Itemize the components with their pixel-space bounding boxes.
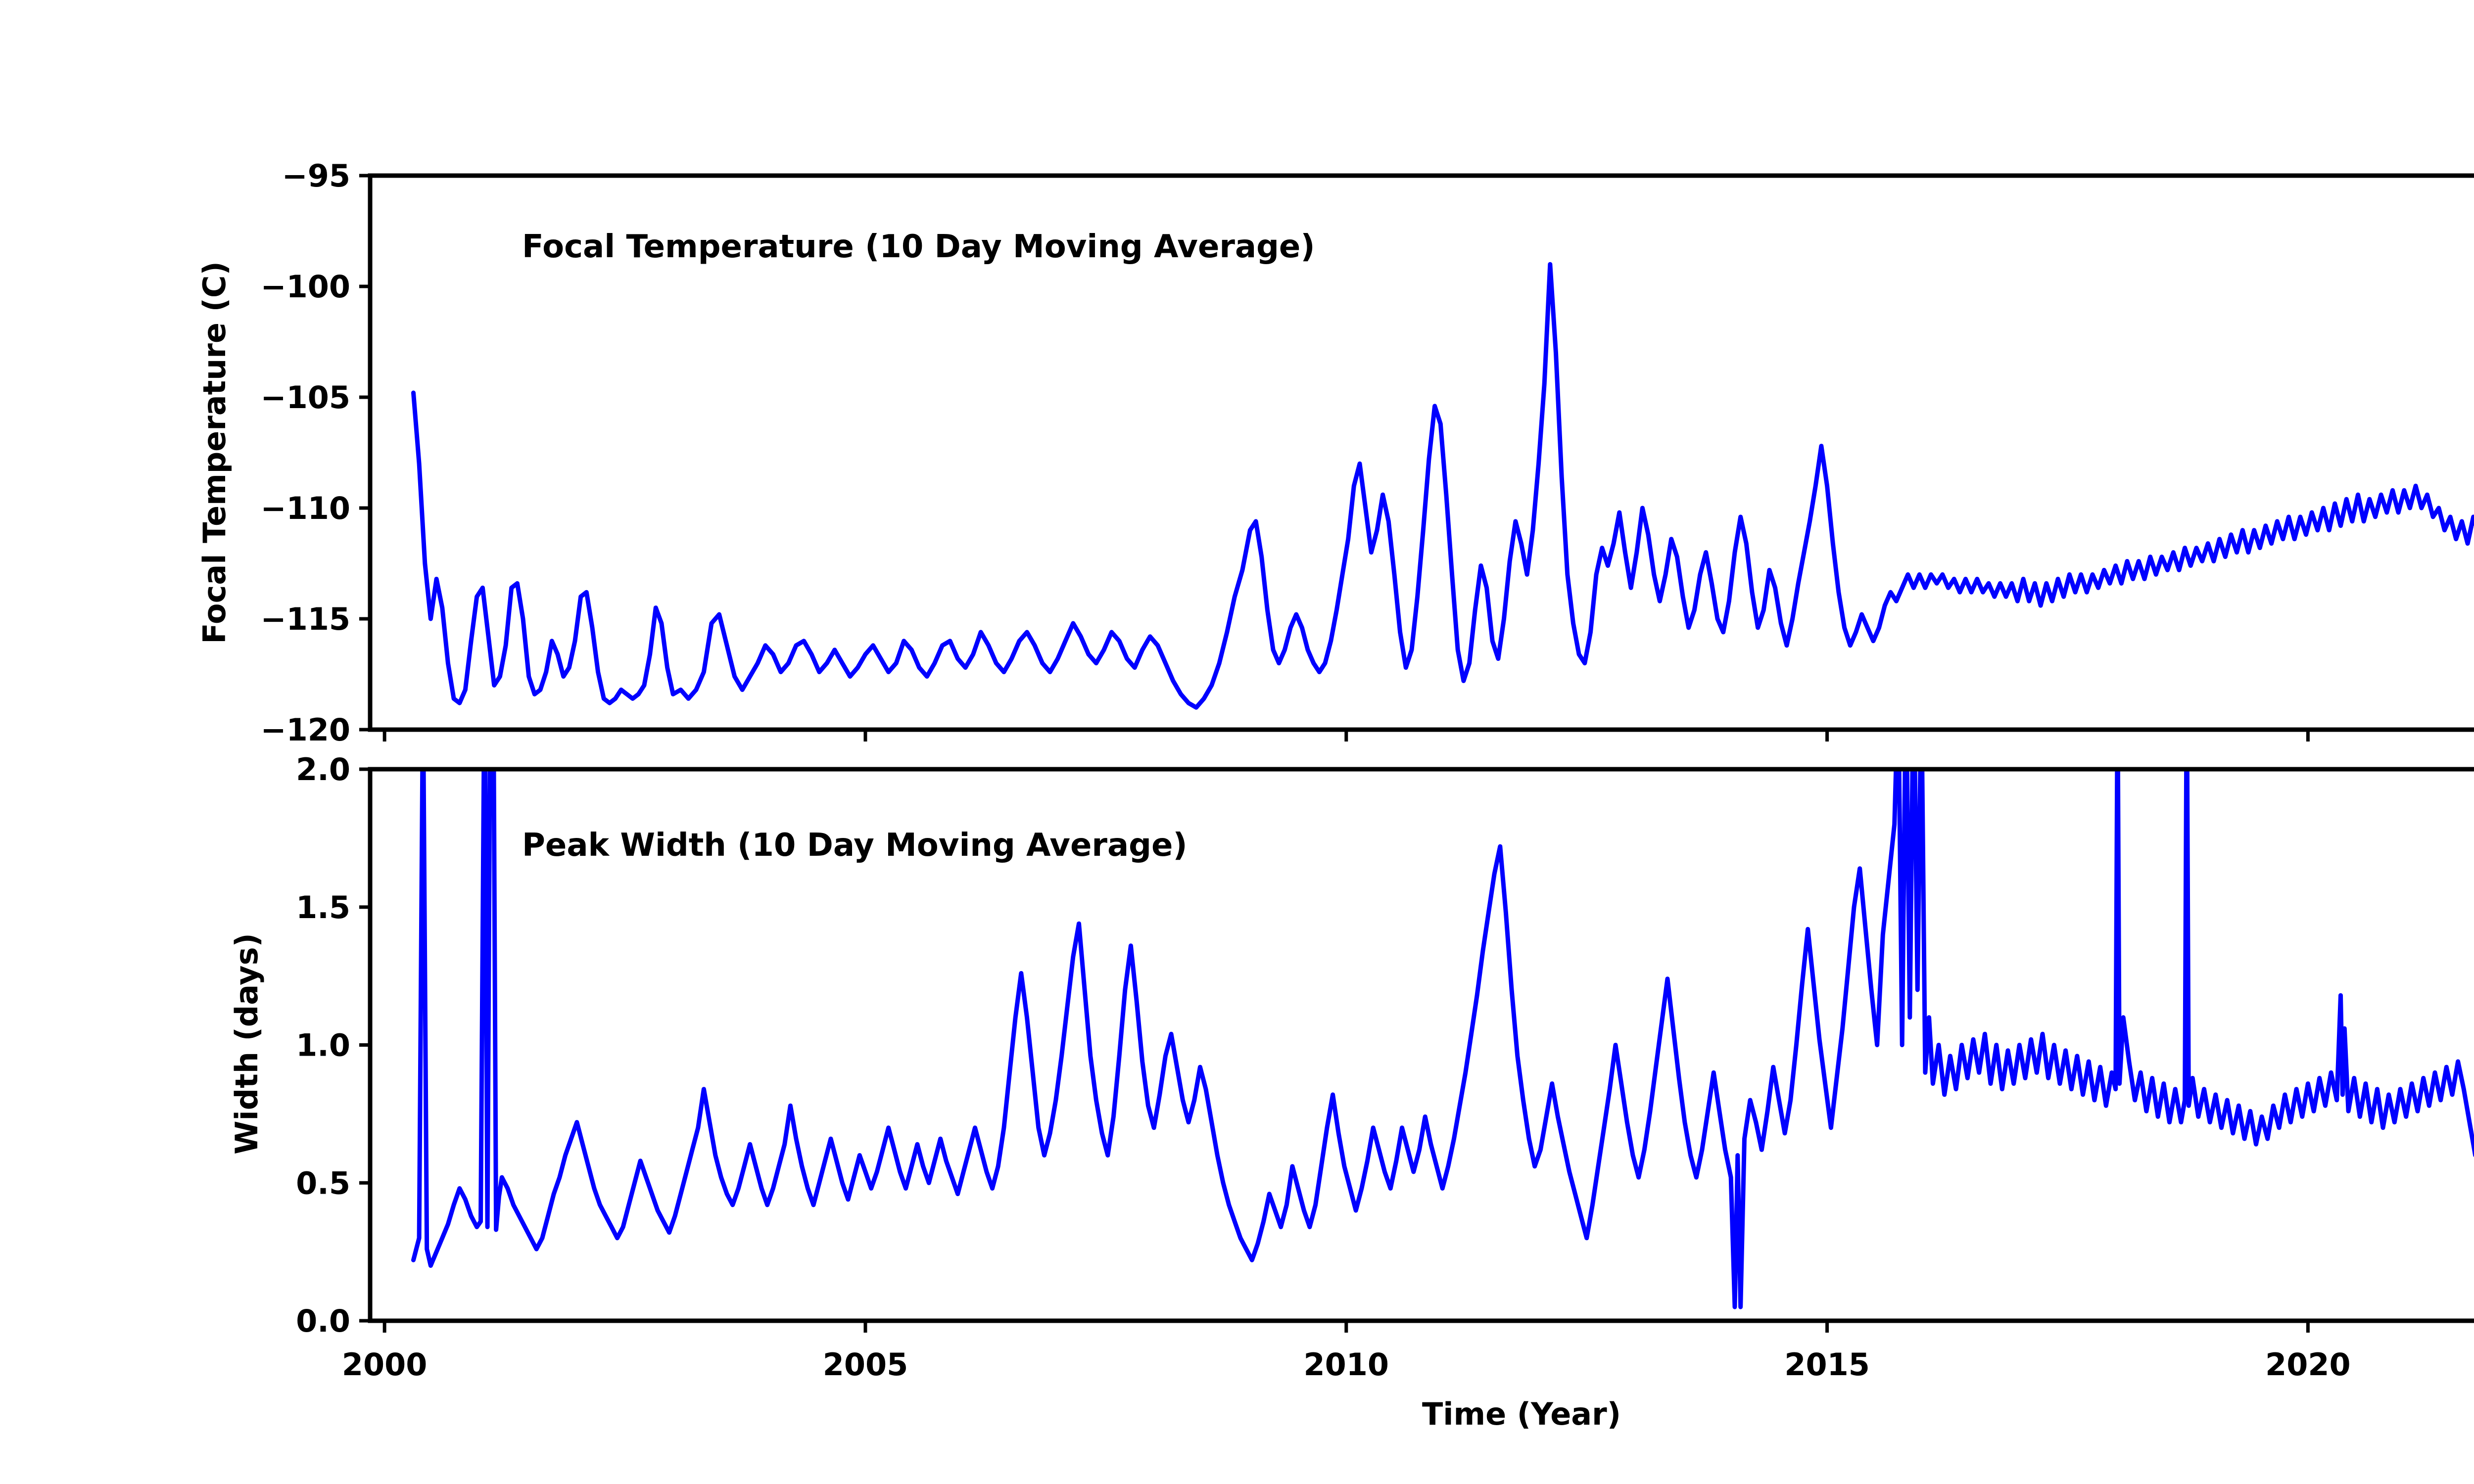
xtick-label: 2015 — [1784, 1346, 1870, 1383]
xtick-label: 2020 — [2265, 1346, 2351, 1383]
bottom-panel-title: Peak Width (10 Day Moving Average) — [522, 827, 1188, 864]
xtick-label: 2010 — [1304, 1346, 1389, 1383]
ytick-label: −105 — [261, 379, 350, 416]
ytick-label: 0.5 — [296, 1165, 350, 1201]
top-panel-ylabel: Focal Temperature (C) — [196, 261, 233, 644]
ytick-label: −95 — [282, 158, 350, 194]
ytick-label: −120 — [261, 712, 350, 748]
ytick-label: 1.5 — [296, 889, 350, 926]
panel-focal-temperature: −95 −100 −105 −110 −115 −120 Focal Temperatur… — [196, 158, 2474, 748]
ytick-label: −100 — [261, 269, 350, 305]
bottom-panel-ylabel: Width (days) — [229, 933, 265, 1155]
xtick-label: 2000 — [342, 1346, 428, 1383]
peak-width-line — [411, 769, 2474, 1309]
ytick-label: 1.0 — [296, 1027, 350, 1064]
ytick-label: 0.0 — [296, 1303, 350, 1339]
focal-temperature-line — [411, 262, 2474, 710]
xtick-label: 2005 — [823, 1346, 908, 1383]
ytick-label: −110 — [261, 490, 350, 526]
top-panel-frame — [368, 173, 2474, 732]
top-panel-plot-area — [370, 176, 2474, 730]
bottom-panel-xtick-labels: 2000 2005 2010 2015 2020 — [342, 1346, 2351, 1383]
ytick-label: −115 — [261, 601, 350, 637]
shared-xlabel: Time (Year) — [1422, 1396, 1621, 1432]
ytick-label: 2.0 — [296, 751, 350, 788]
top-panel-title: Focal Temperature (10 Day Moving Average… — [522, 229, 1315, 265]
top-panel-ytick-labels: −95 −100 −105 −110 −115 −120 — [261, 158, 350, 748]
bottom-panel-ytick-labels: 0.0 0.5 1.0 1.5 2.0 — [296, 751, 350, 1339]
bottom-panel-frame — [368, 767, 2474, 1323]
panel-peak-width: 0.0 0.5 1.0 1.5 2.0 2000 2005 2010 2015 2020 Pea… — [229, 751, 2474, 1432]
